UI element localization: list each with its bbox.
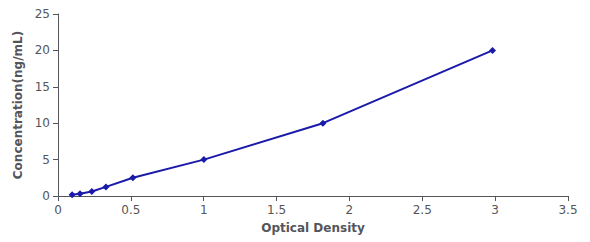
svg-text:0.5: 0.5 — [121, 203, 140, 217]
svg-text:3: 3 — [491, 203, 499, 217]
svg-text:10: 10 — [35, 116, 50, 130]
svg-text:25: 25 — [35, 7, 50, 21]
svg-text:5: 5 — [42, 153, 50, 167]
svg-text:0: 0 — [54, 203, 62, 217]
svg-text:1: 1 — [200, 203, 208, 217]
svg-text:2: 2 — [346, 203, 354, 217]
svg-text:Concentration(ng/mL): Concentration(ng/mL) — [11, 31, 25, 179]
svg-text:0: 0 — [42, 189, 50, 203]
svg-text:3.5: 3.5 — [558, 203, 577, 217]
svg-text:1.5: 1.5 — [267, 203, 286, 217]
svg-text:20: 20 — [35, 43, 50, 57]
svg-text:2.5: 2.5 — [413, 203, 432, 217]
svg-text:15: 15 — [35, 80, 50, 94]
svg-text:Optical Density: Optical Density — [261, 221, 365, 235]
